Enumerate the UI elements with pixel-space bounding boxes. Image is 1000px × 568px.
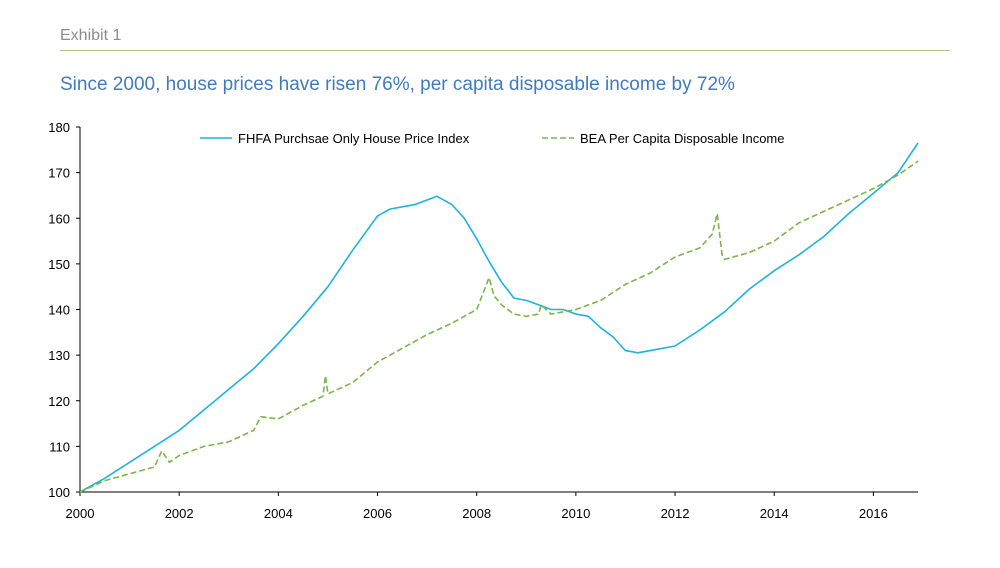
x-tick-label: 2010: [561, 506, 590, 521]
y-tick-label: 120: [48, 394, 70, 409]
y-tick-label: 100: [48, 485, 70, 500]
x-tick-label: 2012: [661, 506, 690, 521]
y-tick-label: 180: [48, 120, 70, 135]
y-tick-label: 150: [48, 257, 70, 272]
y-tick-label: 170: [48, 166, 70, 181]
x-tick-label: 2016: [859, 506, 888, 521]
series-line-disposable-income: [79, 160, 919, 493]
chart-series: [79, 142, 919, 493]
x-tick-label: 2004: [264, 506, 293, 521]
y-tick-label: 130: [48, 348, 70, 363]
y-tick-label: 160: [48, 211, 70, 226]
header-rule: [60, 50, 950, 51]
chart-title: Since 2000, house prices have risen 76%,…: [60, 74, 735, 95]
x-tick-label: 2006: [363, 506, 392, 521]
legend-label-house-price-index: FHFA Purchsae Only House Price Index: [238, 131, 470, 146]
series-line-house-price-index: [79, 142, 919, 493]
x-tick-label: 2000: [66, 506, 95, 521]
chart-ticks: 100 110 120 130 140 150 160 170 180 2000 2002 2004 2…: [48, 120, 888, 521]
x-tick-label: 2008: [462, 506, 491, 521]
exhibit-label: Exhibit 1: [60, 27, 122, 44]
x-tick-label: 2002: [165, 506, 194, 521]
y-tick-label: 140: [48, 303, 70, 318]
x-tick-label: 2014: [760, 506, 789, 521]
chart-axes: [79, 127, 918, 493]
y-tick-label: 110: [49, 439, 70, 454]
chart-legend: FHFA Purchsae Only House Price Index BEA …: [200, 131, 785, 146]
legend-label-disposable-income: BEA Per Capita Disposable Income: [580, 131, 785, 146]
